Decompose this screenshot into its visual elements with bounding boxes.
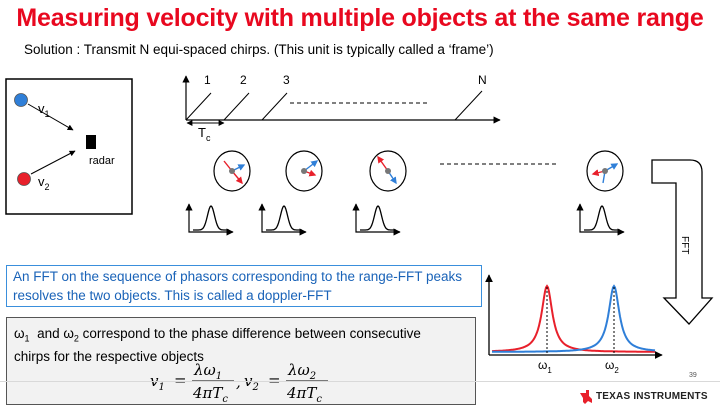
v2-label: v2 xyxy=(38,174,50,192)
omega1-label: ω1 xyxy=(538,358,552,375)
velocity-1-arrow xyxy=(27,103,74,131)
chirp-label-n: N xyxy=(478,73,487,87)
slide-subtitle: Solution : Transmit N equi-spaced chirps… xyxy=(24,42,494,57)
formula-v1: v1 xyxy=(150,372,165,393)
range-fft-plot-1 xyxy=(185,203,234,236)
equation-panel xyxy=(6,317,476,405)
chirp-label-2: 2 xyxy=(240,73,247,87)
formula-eq-2: = xyxy=(268,371,281,389)
chirp-3 xyxy=(261,92,288,121)
chirp-label-1: 1 xyxy=(204,73,211,87)
texas-state-icon xyxy=(580,390,592,404)
velocity-formula: v1 = λω1 4πTc , v2 = λω2 4πTc xyxy=(150,361,328,404)
velocity-2-arrow xyxy=(30,150,76,175)
formula-den-1: 4πTc xyxy=(192,384,228,404)
doppler-peak-2 xyxy=(492,284,656,353)
radar-label: radar xyxy=(89,155,115,167)
scene-panel: v1 v2 radar xyxy=(5,78,133,215)
formula-eq-1: = xyxy=(174,371,187,389)
object-2-dot xyxy=(17,172,31,186)
equation-text: ω1 and ω2 correspond to the phase differ… xyxy=(14,325,464,366)
v1-label: v1 xyxy=(38,101,50,119)
phasor-1 xyxy=(213,150,251,192)
phasor-n xyxy=(586,150,624,192)
omega-explanation-line1: ω1 and ω2 correspond to the phase differ… xyxy=(14,326,421,344)
period-label: Tc xyxy=(198,125,211,143)
formula-num-2: λω2 xyxy=(287,361,316,382)
range-fft-peaks xyxy=(185,203,625,236)
phasor-3 xyxy=(369,150,407,192)
page-number: 39 xyxy=(689,372,697,379)
range-fft-plot-3 xyxy=(352,203,401,236)
object-1-dot xyxy=(14,93,28,107)
doppler-fft-callout: An FFT on the sequence of phasors corres… xyxy=(6,265,482,307)
chirp-1 xyxy=(185,92,212,121)
omega-explanation-line2: chirps for the respective objects xyxy=(14,348,204,364)
formula-den-2: 4πTc xyxy=(286,384,322,404)
chirp-timeline: 1 2 3 N Tc xyxy=(182,73,501,143)
formula-v2: v2 xyxy=(244,372,259,393)
ti-logo-text: TEXAS INSTRUMENTS xyxy=(596,390,708,402)
chirp-n xyxy=(454,90,483,121)
range-fft-plot-2 xyxy=(258,203,307,236)
phasor-2 xyxy=(285,150,323,192)
chirp-2 xyxy=(223,92,250,121)
chirp-label-3: 3 xyxy=(283,73,290,87)
doppler-spectrum: ω1 ω2 xyxy=(485,274,663,375)
doppler-peak-1 xyxy=(492,284,655,353)
slide-title: Measuring velocity with multiple objects… xyxy=(16,4,704,32)
omega2-label: ω2 xyxy=(605,358,619,375)
fft-arrow-icon: FFT xyxy=(651,159,714,325)
formula-comma: , xyxy=(236,373,241,391)
ti-logo: TEXAS INSTRUMENTS xyxy=(596,389,708,403)
footer-divider xyxy=(0,381,720,382)
formula-num-1: λω1 xyxy=(193,361,222,382)
fft-label: FFT xyxy=(679,236,690,254)
range-fft-plot-4 xyxy=(576,203,625,236)
radar-icon xyxy=(86,135,96,149)
